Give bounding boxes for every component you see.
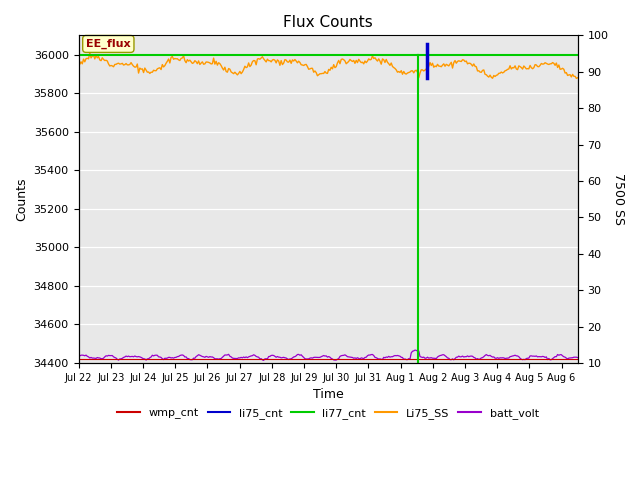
Text: EE_flux: EE_flux — [86, 39, 131, 49]
Y-axis label: Counts: Counts — [15, 178, 28, 221]
Legend: wmp_cnt, li75_cnt, li77_cnt, Li75_SS, batt_volt: wmp_cnt, li75_cnt, li77_cnt, Li75_SS, ba… — [113, 403, 543, 423]
X-axis label: Time: Time — [313, 388, 344, 401]
Y-axis label: 7500 SS: 7500 SS — [612, 173, 625, 225]
Title: Flux Counts: Flux Counts — [283, 15, 373, 30]
